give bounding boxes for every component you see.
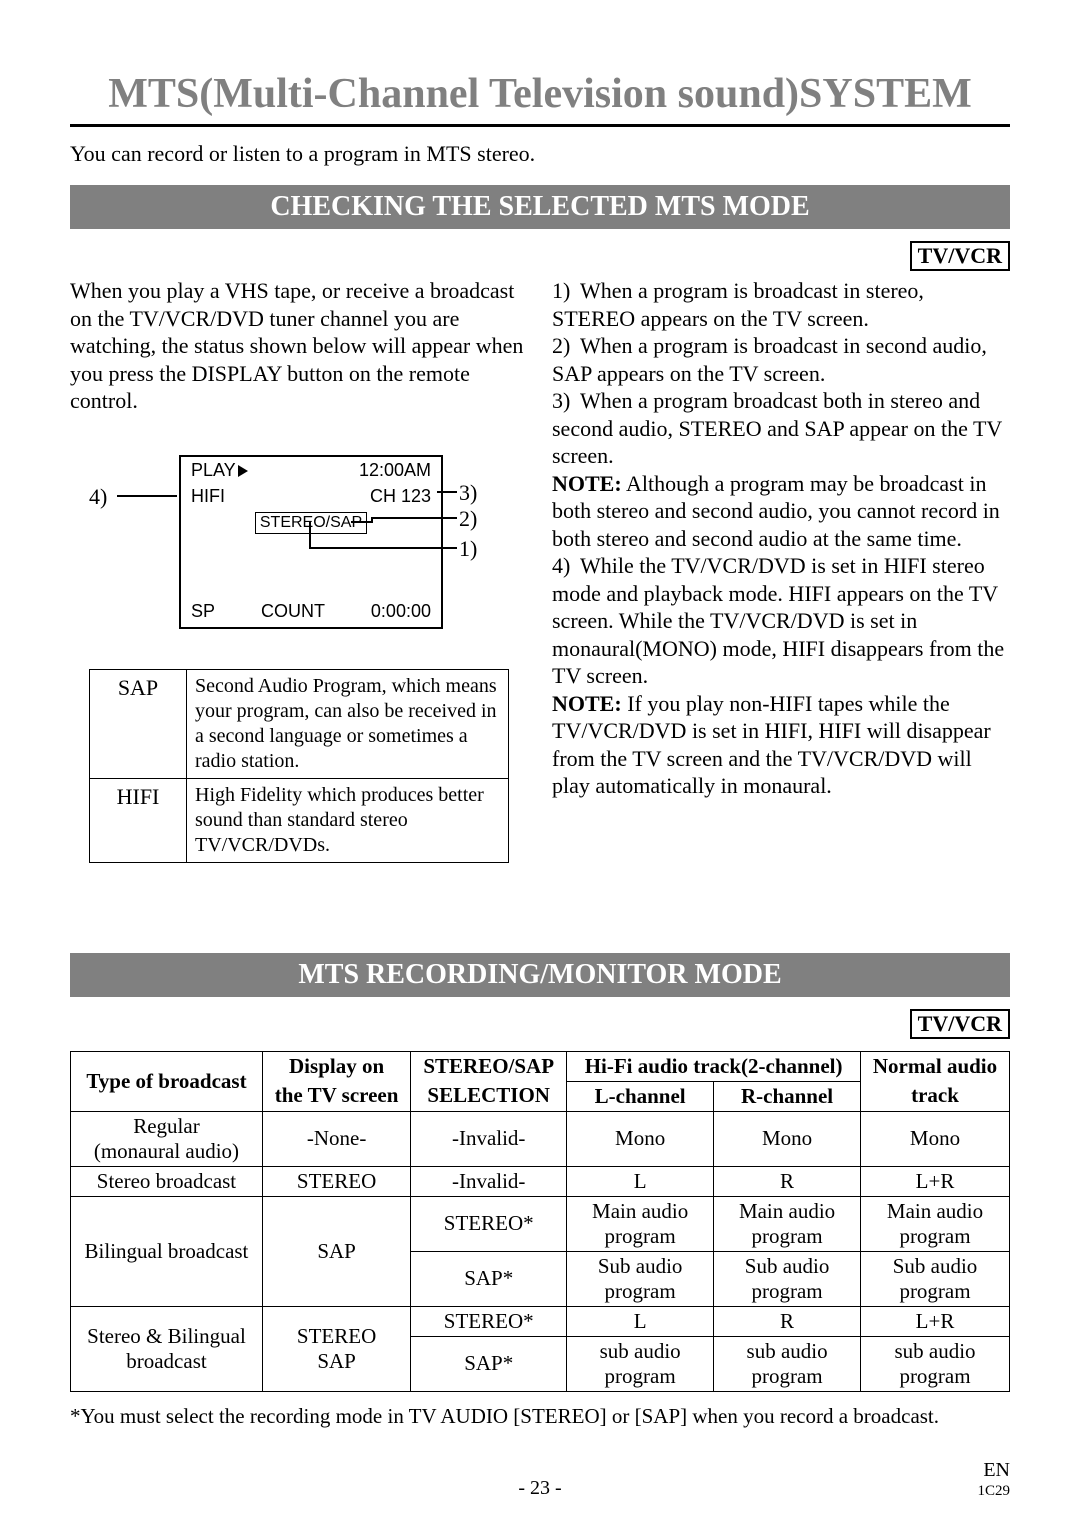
cell: Main audioprogram <box>714 1196 861 1251</box>
cell: SAP <box>262 1196 410 1306</box>
table-row: Stereo & Bilingualbroadcast STEREOSAP ST… <box>71 1306 1010 1336</box>
callout-3: 3) <box>459 479 477 507</box>
th-display-1: Display on <box>262 1051 410 1081</box>
left-para: When you play a VHS tape, or receive a b… <box>70 277 528 415</box>
footnote: *You must select the recording mode in T… <box>70 1404 1010 1429</box>
th-sel-1: STEREO/SAP <box>411 1051 567 1081</box>
th-type: Type of broadcast <box>71 1051 263 1111</box>
th-normal-2: track <box>861 1081 1010 1111</box>
osd-diagram: 4) PLAY 12:00AM HIFI CH 123 STEREO/SAP <box>89 455 509 655</box>
right-item-3: 3)When a program broadcast both in stere… <box>552 387 1010 470</box>
tvvcr-badge-1: TV/VCR <box>910 241 1010 271</box>
osd-hifi: HIFI <box>191 485 225 508</box>
cell: Stereo broadcast <box>71 1166 263 1196</box>
osd-channel: CH 123 <box>370 485 431 508</box>
footer: - 23 - EN 1C29 <box>70 1477 1010 1500</box>
cell: SAP* <box>411 1251 567 1306</box>
cell: -Invalid- <box>411 1111 567 1166</box>
cell: Sub audioprogram <box>714 1251 861 1306</box>
osd-counter: 0:00:00 <box>371 600 431 623</box>
cell: sub audioprogram <box>861 1336 1010 1391</box>
cell: Main audioprogram <box>861 1196 1010 1251</box>
def-desc: Second Audio Program, which means your p… <box>187 669 509 778</box>
th-hifi: Hi-Fi audio track(2-channel) <box>567 1051 861 1081</box>
osd-sp: SP <box>191 600 215 623</box>
table-row: Regular(monaural audio) -None- -Invalid-… <box>71 1111 1010 1166</box>
right-item-2: 2)When a program is broadcast in second … <box>552 332 1010 387</box>
cell: Main audioprogram <box>567 1196 714 1251</box>
cell: STEREO* <box>411 1196 567 1251</box>
def-term: SAP <box>90 669 187 778</box>
cell: -Invalid- <box>411 1166 567 1196</box>
cell: SAP* <box>411 1336 567 1391</box>
osd-count: COUNT <box>261 600 325 623</box>
th-sel-2: SELECTION <box>411 1081 567 1111</box>
section2-heading: MTS RECORDING/MONITOR MODE <box>70 953 1010 997</box>
cell: sub audioprogram <box>714 1336 861 1391</box>
right-note-1: NOTE: Although a program may be broadcas… <box>552 470 1010 553</box>
page-title: MTS(Multi-Channel Television sound)SYSTE… <box>70 70 1010 127</box>
section1-heading: CHECKING THE SELECTED MTS MODE <box>70 185 1010 229</box>
intro-text: You can record or listen to a program in… <box>70 141 1010 167</box>
th-r: R-channel <box>714 1081 861 1111</box>
cell: L <box>567 1306 714 1336</box>
table-row: Type of broadcast Display on STEREO/SAP … <box>71 1051 1010 1081</box>
cell: L <box>567 1166 714 1196</box>
left-column: When you play a VHS tape, or receive a b… <box>70 277 528 863</box>
lang-code: EN <box>983 1459 1010 1482</box>
cell: -None- <box>262 1111 410 1166</box>
right-column: 1)When a program is broadcast in stereo,… <box>552 277 1010 863</box>
play-icon <box>238 465 248 477</box>
cell: Bilingual broadcast <box>71 1196 263 1306</box>
cell: Sub audioprogram <box>861 1251 1010 1306</box>
osd-box: PLAY 12:00AM HIFI CH 123 STEREO/SAP SP C… <box>179 455 443 629</box>
tvvcr-badge-2: TV/VCR <box>910 1009 1010 1039</box>
cell: STEREO* <box>411 1306 567 1336</box>
osd-time: 12:00AM <box>359 459 431 482</box>
right-note-2: NOTE: If you play non-HIFI tapes while t… <box>552 690 1010 800</box>
table-row: Bilingual broadcast SAP STEREO* Main aud… <box>71 1196 1010 1251</box>
cell: Mono <box>714 1111 861 1166</box>
cell: L+R <box>861 1166 1010 1196</box>
cell: sub audioprogram <box>567 1336 714 1391</box>
th-normal-1: Normal audio <box>861 1051 1010 1081</box>
callout-2: 2) <box>459 505 477 533</box>
right-item-4: 4)While the TV/VCR/DVD is set in HIFI st… <box>552 552 1010 690</box>
cell: STEREOSAP <box>262 1306 410 1391</box>
recording-table: Type of broadcast Display on STEREO/SAP … <box>70 1051 1010 1392</box>
th-display-2: the TV screen <box>262 1081 410 1111</box>
table-row: HIFI High Fidelity which produces better… <box>90 778 509 862</box>
cell: L+R <box>861 1306 1010 1336</box>
callout-1: 1) <box>459 535 477 563</box>
cell: Regular(monaural audio) <box>71 1111 263 1166</box>
def-desc: High Fidelity which produces better soun… <box>187 778 509 862</box>
cell: Stereo & Bilingualbroadcast <box>71 1306 263 1391</box>
cell: Sub audioprogram <box>567 1251 714 1306</box>
right-item-1: 1)When a program is broadcast in stereo,… <box>552 277 1010 332</box>
cell: STEREO <box>262 1166 410 1196</box>
callout-4: 4) <box>89 483 107 511</box>
cell: R <box>714 1166 861 1196</box>
cell: R <box>714 1306 861 1336</box>
page-number: - 23 - <box>70 1477 1010 1500</box>
cell: Mono <box>567 1111 714 1166</box>
table-row: SAP Second Audio Program, which means yo… <box>90 669 509 778</box>
osd-play: PLAY <box>191 460 236 480</box>
cell: Mono <box>861 1111 1010 1166</box>
doc-code: 1C29 <box>977 1483 1010 1500</box>
table-row: Stereo broadcast STEREO -Invalid- L R L+… <box>71 1166 1010 1196</box>
osd-stereo-sap: STEREO/SAP <box>255 512 367 534</box>
th-l: L-channel <box>567 1081 714 1111</box>
def-term: HIFI <box>90 778 187 862</box>
definition-table: SAP Second Audio Program, which means yo… <box>89 669 509 863</box>
